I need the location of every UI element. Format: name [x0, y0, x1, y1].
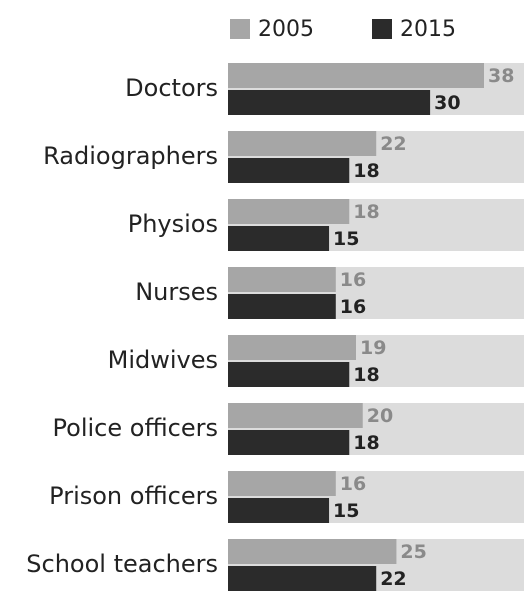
value-label: 25 [400, 541, 426, 563]
category-label: Police officers [53, 414, 218, 442]
bar [228, 199, 350, 224]
legend-swatch [372, 19, 392, 39]
value-label: 22 [380, 568, 406, 590]
legend-label: 2015 [400, 17, 456, 42]
bar [228, 430, 350, 455]
value-label: 18 [353, 364, 379, 386]
bar [228, 335, 356, 360]
bar [228, 267, 336, 292]
bar [228, 226, 330, 251]
category-label: Physios [128, 210, 218, 238]
value-label: 30 [434, 92, 460, 114]
bar [228, 294, 336, 319]
value-label: 15 [333, 500, 359, 522]
legend-swatch [230, 19, 250, 39]
category-label: Prison officers [49, 482, 218, 510]
value-label: 16 [340, 473, 366, 495]
legend-label: 2005 [258, 17, 314, 42]
value-label: 16 [340, 269, 366, 291]
category-label: Radiographers [43, 142, 218, 170]
category-label: Midwives [108, 346, 218, 374]
value-label: 18 [353, 432, 379, 454]
bar [228, 539, 397, 564]
bar [228, 471, 336, 496]
bar [228, 158, 350, 183]
value-label: 15 [333, 228, 359, 250]
value-label: 18 [353, 160, 379, 182]
category-label: Doctors [125, 74, 218, 102]
value-label: 38 [488, 65, 514, 87]
bar [228, 362, 350, 387]
bar [228, 90, 431, 115]
value-label: 19 [360, 337, 386, 359]
bar [228, 403, 363, 428]
bar [228, 498, 330, 523]
category-label: Nurses [135, 278, 218, 306]
bar [228, 131, 377, 156]
value-label: 20 [367, 405, 393, 427]
value-label: 18 [353, 201, 379, 223]
category-label: School teachers [26, 550, 218, 578]
value-label: 22 [380, 133, 406, 155]
bar [228, 63, 484, 88]
bar [228, 566, 377, 591]
value-label: 16 [340, 296, 366, 318]
